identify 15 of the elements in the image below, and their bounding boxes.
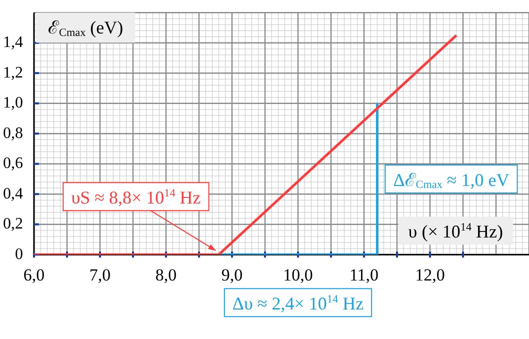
x-tick-label: 7,0 [89, 265, 111, 284]
y-tick-label: 0,2 [3, 216, 23, 233]
x-tick-label: 11,0 [349, 265, 379, 284]
y-tick-label: 1,4 [3, 34, 23, 52]
x-tick-label: 12,0 [415, 265, 445, 284]
y-tick-label: 0 [15, 246, 23, 263]
x-tick-label: 6,0 [23, 265, 45, 284]
x-tick-label: 8,0 [155, 265, 177, 284]
y-tick-label: 0,6 [3, 155, 23, 172]
x-tick-label: 9,0 [221, 265, 243, 284]
y-tick-label: 1,2 [3, 64, 23, 82]
y-tick-label: 0,4 [3, 185, 23, 202]
x-tick-label: 10,0 [283, 265, 313, 284]
y-tick-label: 0,8 [3, 124, 23, 142]
y-tick-label: 1,0 [3, 94, 23, 112]
